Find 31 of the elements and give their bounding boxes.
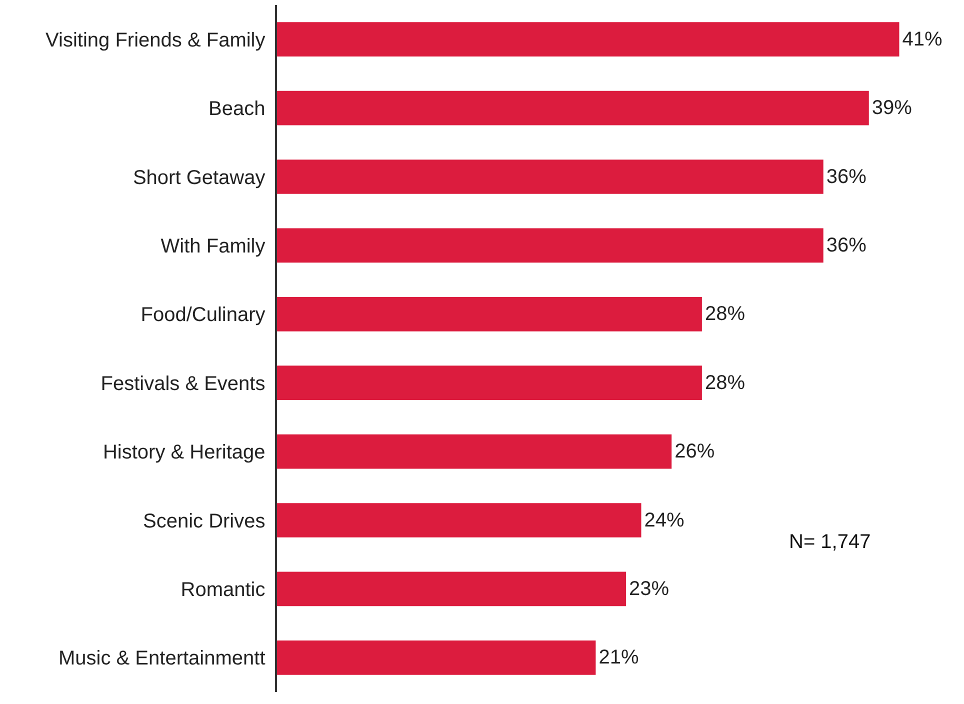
data-label: 36% bbox=[826, 166, 867, 188]
data-label: 36% bbox=[826, 234, 867, 256]
data-label: 26% bbox=[674, 440, 715, 463]
data-label: 23% bbox=[629, 578, 670, 600]
bar bbox=[277, 160, 824, 194]
bar bbox=[277, 22, 900, 57]
y-tick-label: History & Heritage bbox=[102, 442, 266, 464]
data-label: 21% bbox=[598, 646, 639, 669]
bar bbox=[277, 503, 642, 538]
y-tick-label: Music & Entertainmentt bbox=[58, 648, 266, 670]
data-label: 41% bbox=[902, 28, 942, 50]
bar bbox=[277, 228, 824, 263]
y-tick-label: Short Getaway bbox=[132, 166, 266, 189]
bar bbox=[277, 572, 626, 606]
data-label: 24% bbox=[644, 509, 684, 532]
y-tick-label: Scenic Drives bbox=[142, 510, 266, 532]
bar bbox=[277, 296, 702, 332]
y-tick-label: Romantic bbox=[180, 578, 266, 601]
bar bbox=[277, 366, 702, 400]
y-tick-label: Beach bbox=[208, 98, 266, 120]
bar bbox=[277, 90, 869, 126]
data-label: 28% bbox=[704, 372, 746, 394]
data-label: 28% bbox=[704, 303, 746, 326]
y-tick-label: With Family bbox=[160, 235, 266, 258]
annotation: N= 1,747 bbox=[789, 531, 871, 553]
y-tick-label: Food/Culinary bbox=[140, 304, 266, 326]
y-tick-label: Visiting Friends & Family bbox=[46, 29, 266, 52]
bar bbox=[277, 434, 672, 469]
y-tick-label: Festivals & Events bbox=[100, 372, 266, 395]
data-label: 39% bbox=[872, 97, 912, 120]
bar bbox=[277, 640, 596, 675]
